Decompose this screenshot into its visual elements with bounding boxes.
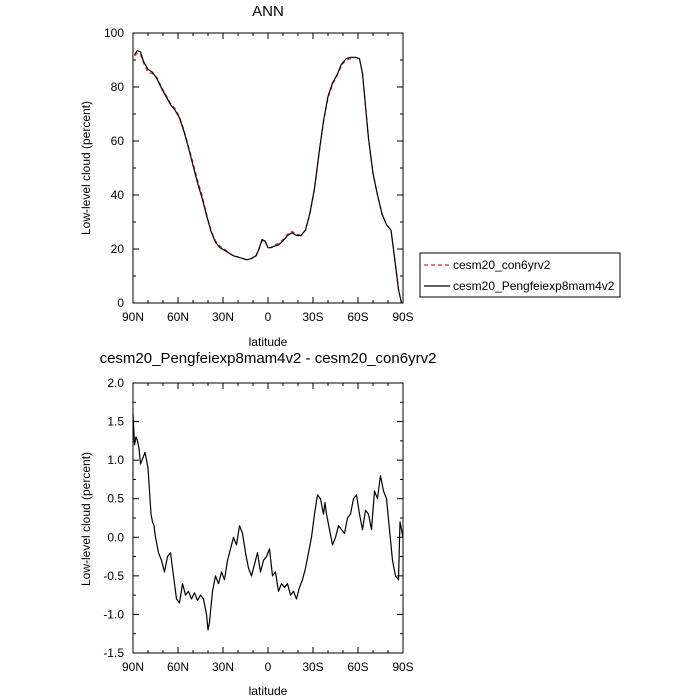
top-y-axis-label: Low-level cloud (percent) (79, 101, 93, 235)
bottom-xtick-label: 90S (392, 660, 413, 674)
bottom-xtick-label: 30N (212, 660, 234, 674)
top-xtick-label: 0 (265, 310, 272, 324)
top-x-axis-label: latitude (249, 335, 288, 349)
bottom-series-line-0 (132, 413, 404, 631)
legend-label-pengfei: cesm20_Pengfeiexp8mam4v2 (453, 279, 615, 293)
top-ytick-label: 20 (111, 242, 125, 256)
top-panel: ANN latitude Low-level cloud (percent) 0… (79, 3, 414, 349)
top-xtick-label: 90N (122, 310, 144, 324)
top-xtick-label: 30S (302, 310, 323, 324)
top-chart-title: ANN (252, 3, 284, 20)
top-ytick-label: 0 (117, 296, 124, 310)
bottom-xtick-label: 90N (122, 660, 144, 674)
bottom-ytick-label: 2.0 (107, 376, 124, 390)
top-series-line-0 (134, 52, 403, 304)
top-ytick-label: 60 (111, 134, 125, 148)
top-xtick-label: 30N (212, 310, 234, 324)
legend-label-con6yrv2: cesm20_con6yrv2 (453, 258, 551, 272)
bottom-xtick-label: 60N (167, 660, 189, 674)
bottom-ytick-label: 1.0 (107, 453, 124, 467)
top-xtick-label: 60S (347, 310, 368, 324)
top-xtick-label: 90S (392, 310, 413, 324)
top-ytick-label: 100 (104, 26, 124, 40)
top-ytick-label: 40 (111, 188, 125, 202)
bottom-ytick-label: 1.5 (107, 415, 124, 429)
top-series-line-1 (134, 49, 403, 304)
bottom-xtick-label: 0 (265, 660, 272, 674)
bottom-x-axis-label: latitude (249, 684, 288, 698)
bottom-plot-frame (132, 382, 404, 654)
bottom-chart-title: cesm20_Pengfeiexp8mam4v2 - cesm20_con6yr… (100, 350, 437, 367)
bottom-xtick-label: 30S (302, 660, 323, 674)
legend-box (419, 252, 621, 298)
legend: cesm20_con6yrv2 cesm20_Pengfeiexp8mam4v2 (419, 252, 621, 298)
bottom-ytick-label: -1.5 (103, 646, 124, 660)
top-xtick-label: 60N (167, 310, 189, 324)
bottom-y-axis-label: Low-level cloud (percent) (79, 452, 93, 586)
bottom-panel: cesm20_Pengfeiexp8mam4v2 - cesm20_con6yr… (79, 350, 436, 698)
bottom-ytick-label: -0.5 (103, 569, 124, 583)
bottom-ytick-label: -1.0 (103, 607, 124, 621)
bottom-ytick-label: 0.5 (107, 492, 124, 506)
top-ytick-label: 80 (111, 80, 125, 94)
bottom-xtick-label: 60S (347, 660, 368, 674)
bottom-ytick-label: 0.0 (107, 530, 124, 544)
